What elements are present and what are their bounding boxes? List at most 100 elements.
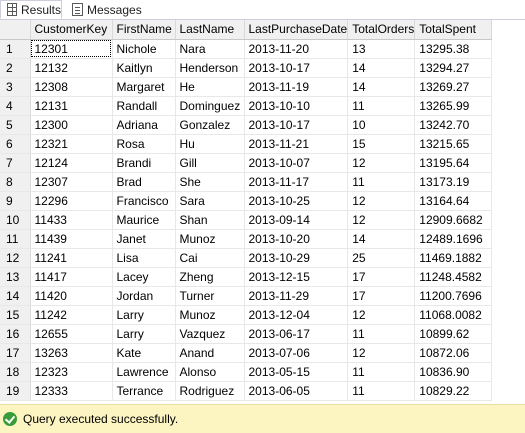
grid-cell[interactable]: Terrance [112, 381, 176, 401]
grid-cell[interactable]: 12307 [30, 172, 113, 192]
grid-cell[interactable]: 2013-06-05 [244, 381, 349, 401]
grid-cell[interactable]: Brandi [112, 153, 176, 173]
grid-cell[interactable]: 2013-11-17 [244, 172, 349, 192]
table-row[interactable]: 5 12300 Adriana Gonzalez 2013-10-17 10 13242.7… [0, 115, 493, 135]
grid-cell[interactable]: 11200.7696 [414, 286, 493, 306]
grid-cell[interactable]: 13215.65 [414, 134, 493, 154]
grid-cell[interactable]: 2013-10-25 [244, 191, 349, 211]
table-row[interactable]: 9 12296 Francisco Sara 2013-10-25 12 13164.64 [0, 191, 493, 211]
grid-cell[interactable]: Adriana [112, 115, 176, 135]
grid-cell[interactable]: Henderson [175, 58, 245, 78]
grid-cell[interactable]: 2013-10-10 [244, 96, 349, 116]
grid-cell[interactable]: 25 [347, 248, 416, 268]
row-number[interactable]: 19 [0, 381, 31, 401]
grid-cell[interactable]: 11 [347, 362, 416, 382]
grid-cell[interactable]: 2013-07-06 [244, 343, 349, 363]
grid-cell[interactable]: Vazquez [175, 324, 245, 344]
grid-cell[interactable]: 14 [347, 58, 416, 78]
grid-cell[interactable]: Francisco [112, 191, 176, 211]
grid-cell[interactable]: Nara [175, 39, 245, 59]
grid-cell[interactable]: Zheng [175, 267, 245, 287]
grid-cell[interactable]: 10836.90 [414, 362, 493, 382]
grid-cell[interactable]: 2013-05-15 [244, 362, 349, 382]
results-grid[interactable]: CustomerKey FirstName LastName LastPurchase… [0, 20, 525, 402]
row-number[interactable]: 12 [0, 248, 31, 268]
grid-cell[interactable]: 11 [347, 172, 416, 192]
grid-cell[interactable]: 13173.19 [414, 172, 493, 192]
grid-cell[interactable]: Sara [175, 191, 245, 211]
row-number[interactable]: 8 [0, 172, 31, 192]
column-header[interactable]: FirstName [112, 20, 176, 40]
grid-cell[interactable]: 10872.06 [414, 343, 493, 363]
grid-cell[interactable]: 11241 [30, 248, 113, 268]
grid-cell[interactable]: 10 [347, 115, 416, 135]
grid-cell[interactable]: 12909.6682 [414, 210, 493, 230]
grid-cell[interactable]: 12 [347, 343, 416, 363]
grid-cell[interactable]: Turner [175, 286, 245, 306]
table-row[interactable]: 13 11417 Lacey Zheng 2013-12-15 17 11248.4582 [0, 267, 493, 287]
table-row[interactable]: 8 12307 Brad She 2013-11-17 11 13173.19 [0, 172, 493, 192]
grid-cell[interactable]: 2013-11-20 [244, 39, 349, 59]
table-row[interactable]: 1 12301 Nichole Nara 2013-11-20 13 13295.38 [0, 39, 493, 59]
grid-cell[interactable]: 12 [347, 210, 416, 230]
table-row[interactable]: 12 11241 Lisa Cai 2013-10-29 25 11469.1882 [0, 248, 493, 268]
grid-cell[interactable]: 2013-11-19 [244, 77, 349, 97]
grid-cell[interactable]: 11242 [30, 305, 113, 325]
grid-cell[interactable]: Shan [175, 210, 245, 230]
grid-cell[interactable]: Jordan [112, 286, 176, 306]
row-number[interactable]: 13 [0, 267, 31, 287]
grid-cell[interactable]: 13242.70 [414, 115, 493, 135]
grid-cell[interactable]: 12321 [30, 134, 113, 154]
grid-cell[interactable]: 13164.64 [414, 191, 493, 211]
row-number[interactable]: 3 [0, 77, 31, 97]
grid-cell[interactable]: Kate [112, 343, 176, 363]
grid-cell[interactable]: 17 [347, 286, 416, 306]
grid-cell[interactable]: 12 [347, 153, 416, 173]
row-number[interactable]: 1 [0, 39, 31, 59]
row-number[interactable]: 7 [0, 153, 31, 173]
grid-cell[interactable]: 11068.0082 [414, 305, 493, 325]
grid-cell[interactable]: 17 [347, 267, 416, 287]
grid-cell[interactable]: 13269.27 [414, 77, 493, 97]
grid-cell[interactable]: 12124 [30, 153, 113, 173]
row-number[interactable]: 18 [0, 362, 31, 382]
grid-cell[interactable]: 11 [347, 96, 416, 116]
grid-cell[interactable]: 12308 [30, 77, 113, 97]
grid-cell[interactable]: 10899.62 [414, 324, 493, 344]
table-row[interactable]: 10 11433 Maurice Shan 2013-09-14 12 12909.6682 [0, 210, 493, 230]
grid-cell[interactable]: Munoz [175, 229, 245, 249]
grid-cell[interactable]: 12323 [30, 362, 113, 382]
grid-cell[interactable]: Dominguez [175, 96, 245, 116]
row-number-header[interactable] [0, 20, 31, 40]
grid-cell[interactable]: 13294.27 [414, 58, 493, 78]
grid-cell[interactable]: 11248.4582 [414, 267, 493, 287]
grid-cell[interactable]: Janet [112, 229, 176, 249]
column-header[interactable]: LastName [175, 20, 245, 40]
grid-cell[interactable]: Lisa [112, 248, 176, 268]
grid-cell[interactable]: 13295.38 [414, 39, 493, 59]
row-number[interactable]: 4 [0, 96, 31, 116]
table-row[interactable]: 6 12321 Rosa Hu 2013-11-21 15 13215.65 [0, 134, 493, 154]
grid-cell[interactable]: 2013-12-15 [244, 267, 349, 287]
table-row[interactable]: 16 12655 Larry Vazquez 2013-06-17 11 10899.62 [0, 324, 493, 344]
grid-cell[interactable]: 13195.64 [414, 153, 493, 173]
grid-cell[interactable]: 12 [347, 191, 416, 211]
grid-cell[interactable]: 12655 [30, 324, 113, 344]
table-row[interactable]: 7 12124 Brandi Gill 2013-10-07 12 13195.64 [0, 153, 493, 173]
grid-cell[interactable]: 12296 [30, 191, 113, 211]
grid-cell[interactable]: 12300 [30, 115, 113, 135]
grid-cell[interactable]: Munoz [175, 305, 245, 325]
grid-cell[interactable]: Maurice [112, 210, 176, 230]
grid-cell[interactable]: Lawrence [112, 362, 176, 382]
row-number[interactable]: 16 [0, 324, 31, 344]
grid-cell[interactable]: Rodriguez [175, 381, 245, 401]
grid-cell[interactable]: 14 [347, 229, 416, 249]
grid-cell[interactable]: 11439 [30, 229, 113, 249]
grid-cell[interactable]: 11433 [30, 210, 113, 230]
grid-cell[interactable]: 2013-06-17 [244, 324, 349, 344]
grid-cell[interactable]: 11 [347, 324, 416, 344]
grid-cell[interactable]: Lacey [112, 267, 176, 287]
table-row[interactable]: 19 12333 Terrance Rodriguez 2013-06-05 11 1082… [0, 381, 493, 401]
row-number[interactable]: 15 [0, 305, 31, 325]
grid-cell[interactable]: Gill [175, 153, 245, 173]
